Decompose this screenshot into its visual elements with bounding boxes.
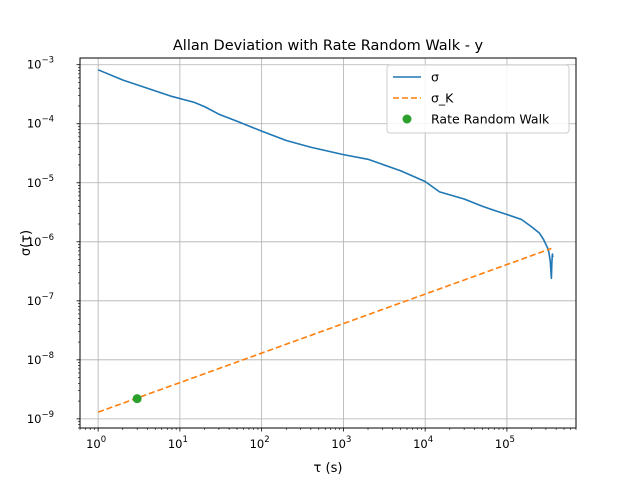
- x-axis-label: τ (s): [314, 461, 343, 476]
- chart-title: Allan Deviation with Rate Random Walk - …: [173, 38, 484, 54]
- plot-area-frame: [79, 57, 577, 429]
- legend-label: σ: [431, 70, 439, 85]
- series-line-sigma: [97, 69, 554, 280]
- rate-random-walk-point: [132, 394, 142, 404]
- grid-lines: [80, 58, 576, 428]
- legend: σ σ_K Rate Random Walk: [386, 64, 570, 134]
- legend-label: σ_K: [431, 91, 454, 106]
- series-line-sigma-k: [97, 247, 552, 413]
- legend-label: Rate Random Walk: [431, 112, 550, 127]
- legend-box: [386, 64, 570, 134]
- x-axis-ticks: 100 101 102 103 104 105: [79, 428, 577, 451]
- series-layer: [97, 69, 554, 413]
- legend-marker: [402, 114, 412, 124]
- y-axis-label: σ(τ): [19, 230, 34, 256]
